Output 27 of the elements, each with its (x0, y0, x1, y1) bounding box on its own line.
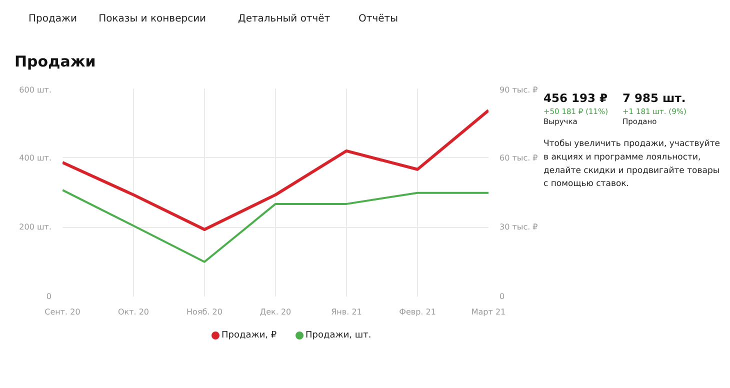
y2-tick-label: 90 тыс. ₽ (500, 86, 538, 94)
chart-title: Продажи (14, 52, 96, 70)
text: Показы и конверсии (98, 14, 206, 24)
y-tick-label: 0 (46, 292, 52, 301)
text: Продажи (28, 14, 78, 24)
x-tick-label: Февр. 21 (399, 308, 436, 316)
legend-label: Продажи, ₽ (222, 330, 277, 340)
y2-tick-label: 60 тыс. ₽ (500, 153, 538, 162)
x-tick-label: Март 21 (471, 308, 506, 316)
text: Чтобы увеличить продажи, участвуйте в акциях и программе лояльности, делайте скидки и продвигайте товары с помощью ставок. (544, 139, 720, 190)
line-series (62, 189, 488, 263)
line-series (62, 108, 488, 231)
text: Отчёты (358, 14, 398, 24)
y2-tick-label: 0 (500, 292, 505, 301)
text: 456 193 ₽ (544, 91, 608, 106)
x-tick-label: Нояб. 20 (186, 308, 222, 316)
x-tick-label: Окт. 20 (118, 308, 150, 316)
x-tick-label: Сент. 20 (44, 308, 80, 316)
y2-tick-label: 30 тыс. ₽ (500, 222, 538, 232)
text: 7 985 шт. (622, 91, 686, 106)
x-tick-label: Дек. 20 (260, 308, 292, 316)
y-tick-label: 400 шт. (19, 153, 52, 162)
y-tick-label: 600 шт. (19, 86, 52, 94)
text: Детальный отчёт (238, 14, 330, 24)
x-tick-label: Янв. 21 (331, 308, 362, 316)
legend-label: Продажи, шт. (306, 330, 372, 340)
y-tick-label: 200 шт. (19, 222, 52, 232)
